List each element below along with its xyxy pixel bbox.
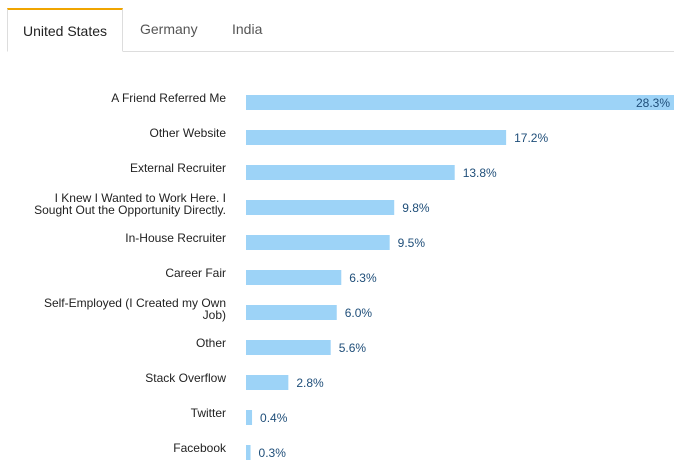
tab-india[interactable]: India (232, 21, 263, 37)
value-label: 6.3% (349, 271, 377, 285)
bar-row: 0.4% Twitter (191, 406, 288, 425)
category-label: External Recruiter (130, 161, 226, 175)
value-label: 2.8% (296, 376, 324, 390)
bar (246, 305, 337, 320)
value-label: 28.3% (636, 96, 670, 110)
horizontal-bar-chart: 28.3% A Friend Referred Me 17.2% Other Webs… (34, 91, 674, 460)
category-label: Career Fair (165, 266, 226, 280)
bar (246, 445, 251, 460)
bar-row: 13.8% External Recruiter (130, 161, 497, 180)
bar (246, 375, 289, 390)
value-label: 13.8% (463, 166, 497, 180)
value-label: 9.5% (398, 236, 426, 250)
bar (246, 165, 455, 180)
category-label-line: Job) (203, 308, 226, 322)
category-label: A Friend Referred Me (111, 91, 226, 105)
bar (246, 410, 253, 425)
tab-united-states[interactable]: United States (7, 8, 123, 52)
category-label: Self-Employed (I Created my Own Job) (44, 296, 226, 322)
value-label: 9.8% (402, 201, 430, 215)
category-label: Twitter (191, 406, 226, 420)
bar-row: 28.3% A Friend Referred Me (111, 91, 674, 110)
bar-row: 0.3% Facebook (173, 441, 286, 460)
bar-row: 9.8% I Knew I Wanted to Work Here. I Sough… (34, 191, 430, 217)
country-tabs: United States Germany India (7, 8, 674, 52)
value-label: 0.4% (260, 411, 288, 425)
category-label: In-House Recruiter (125, 231, 226, 245)
category-label-line: Sought Out the Opportunity Directly. (34, 203, 226, 217)
value-label: 5.6% (339, 341, 367, 355)
bar-row: 17.2% Other Website (150, 126, 548, 145)
value-label: 17.2% (514, 131, 548, 145)
category-label-line: Self-Employed (I Created my Own (44, 296, 226, 310)
value-label: 0.3% (259, 446, 287, 460)
bar (246, 270, 342, 285)
bar (246, 95, 674, 110)
category-label: Facebook (173, 441, 227, 455)
category-label: Other (196, 336, 226, 350)
bar-row: 2.8% Stack Overflow (145, 371, 324, 390)
bar-row: 6.0% Self-Employed (I Created my Own Job) (44, 296, 372, 322)
category-label-line: I Knew I Wanted to Work Here. I (55, 191, 226, 205)
bar (246, 340, 331, 355)
bar-row: 9.5% In-House Recruiter (125, 231, 425, 250)
category-label: Other Website (150, 126, 227, 140)
bar-row: 6.3% Career Fair (165, 266, 377, 285)
tab-germany[interactable]: Germany (140, 21, 198, 37)
bar (246, 200, 395, 215)
bar (246, 235, 390, 250)
category-label: Stack Overflow (145, 371, 226, 385)
value-label: 6.0% (345, 306, 373, 320)
category-label: I Knew I Wanted to Work Here. I Sought Ou… (34, 191, 226, 217)
bar (246, 130, 507, 145)
bar-row: 5.6% Other (196, 336, 366, 355)
